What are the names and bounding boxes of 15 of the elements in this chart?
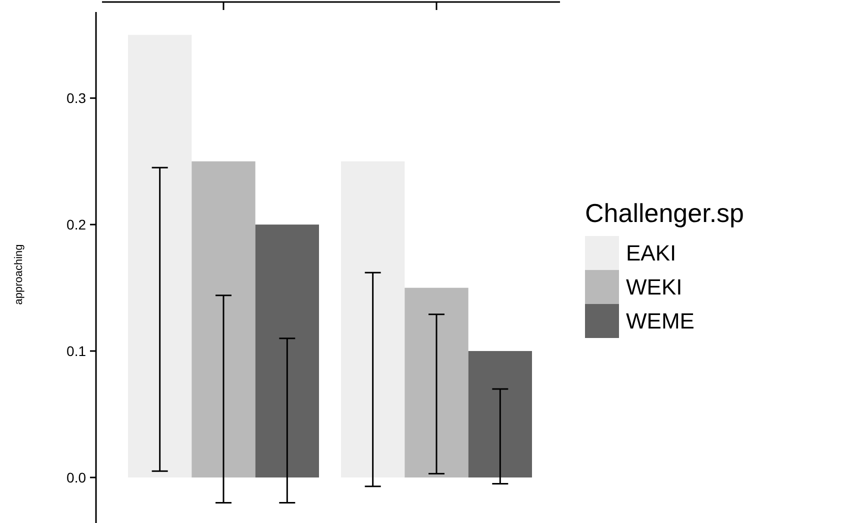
bar [255, 224, 319, 478]
y-axis-title: approaching [13, 244, 25, 305]
y-tick-label: 0.0 [66, 469, 86, 486]
y-tick-label: 0.1 [66, 342, 86, 359]
legend-title: Challenger.sp [585, 198, 744, 228]
legend-label: WEKI [626, 274, 682, 300]
legend-label: WEME [626, 308, 694, 334]
bar [192, 161, 256, 478]
y-tick-label: 0.2 [66, 216, 86, 232]
bar [404, 288, 468, 478]
bar [128, 34, 192, 478]
y-tick-label: 0.3 [66, 90, 86, 106]
bar [468, 351, 532, 478]
bar [341, 161, 405, 478]
legend-label: EAKI [626, 240, 676, 266]
